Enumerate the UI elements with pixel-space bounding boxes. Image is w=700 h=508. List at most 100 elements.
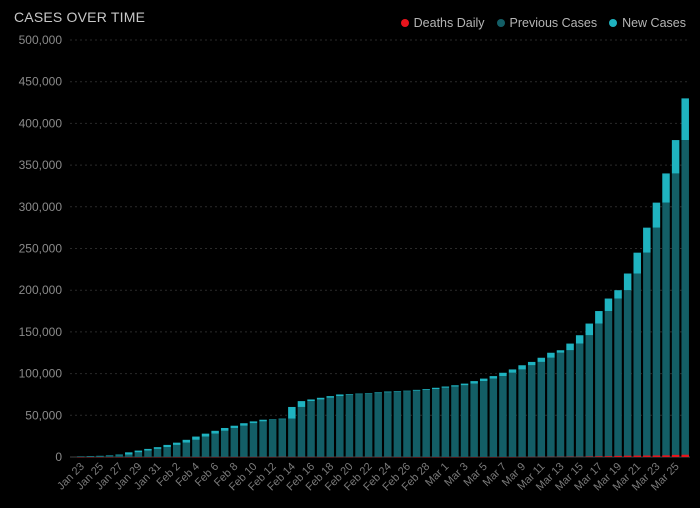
bar-previous-cases: [172, 444, 181, 457]
bar-new-cases: [153, 447, 162, 449]
bar-new-cases: [527, 361, 536, 366]
bar-new-cases: [230, 425, 239, 428]
bar-new-cases: [240, 423, 248, 426]
bar-previous-cases: [96, 456, 104, 457]
bar-previous-cases: [671, 173, 680, 457]
y-tick-label: 0: [55, 450, 62, 464]
bar-new-cases: [86, 456, 95, 457]
y-tick-label: 50,000: [25, 408, 62, 422]
bar-new-cases: [384, 391, 392, 393]
y-tick-label: 350,000: [19, 158, 63, 172]
bar-new-cases: [355, 393, 363, 395]
y-tick-label: 300,000: [19, 200, 63, 214]
legend-swatch-new: [609, 19, 618, 27]
bar-previous-cases: [384, 392, 392, 457]
bar-previous-cases: [595, 323, 603, 457]
bar-previous-cases: [614, 298, 622, 457]
bar-new-cases: [316, 397, 325, 400]
bar-deaths-daily: [604, 456, 613, 457]
bar-previous-cases: [268, 419, 277, 457]
bar-previous-cases: [355, 394, 363, 457]
bar-previous-cases: [307, 401, 315, 457]
bar-previous-cases: [374, 393, 382, 457]
bar-new-cases: [192, 436, 200, 440]
bar-previous-cases: [393, 391, 402, 457]
bar-previous-cases: [345, 394, 354, 457]
bar-new-cases: [643, 227, 651, 253]
bar-previous-cases: [220, 430, 229, 457]
bar-new-cases: [662, 173, 670, 203]
bar-deaths-daily: [681, 454, 689, 457]
bar-previous-cases: [336, 396, 344, 457]
bar-new-cases: [201, 433, 210, 437]
bar-previous-cases: [518, 369, 526, 457]
bar-previous-cases: [652, 227, 661, 457]
bar-previous-cases: [537, 361, 546, 457]
bar-new-cases: [585, 323, 594, 336]
bar-new-cases: [479, 378, 488, 382]
bar-previous-cases: [470, 383, 478, 457]
bar-new-cases: [470, 381, 478, 384]
bar-previous-cases: [230, 427, 239, 457]
bar-previous-cases: [412, 390, 421, 457]
bar-new-cases: [547, 352, 555, 358]
bar-previous-cases: [259, 421, 267, 457]
y-tick-label: 500,000: [19, 33, 63, 47]
bar-new-cases: [163, 444, 171, 448]
bar-new-cases: [508, 369, 517, 373]
bar-new-cases: [326, 396, 334, 398]
bar-new-cases: [345, 394, 354, 395]
legend-item-previous[interactable]: Previous Cases: [496, 16, 597, 30]
bar-previous-cases: [489, 378, 498, 457]
bar-new-cases: [393, 391, 402, 392]
bar-previous-cases: [527, 365, 536, 457]
bar-new-cases: [633, 252, 641, 274]
bar-previous-cases: [623, 290, 632, 457]
bar-new-cases: [681, 98, 689, 141]
bar-new-cases: [96, 455, 104, 457]
bar-deaths-daily: [643, 455, 651, 457]
bar-previous-cases: [125, 454, 133, 457]
bar-new-cases: [125, 452, 133, 455]
bar-previous-cases: [211, 433, 219, 457]
y-tick-label: 450,000: [19, 75, 63, 89]
y-tick-label: 200,000: [19, 283, 63, 297]
bar-previous-cases: [144, 450, 152, 457]
bar-previous-cases: [326, 397, 334, 457]
bar-new-cases: [115, 454, 123, 456]
bar-new-cases: [537, 357, 546, 362]
legend-label-deaths: Deaths Daily: [413, 16, 485, 30]
bar-previous-cases: [201, 436, 210, 457]
bar-new-cases: [441, 386, 450, 388]
bar-new-cases: [172, 442, 181, 445]
bar-new-cases: [614, 290, 622, 299]
bar-previous-cases: [633, 273, 641, 457]
bar-previous-cases: [192, 439, 200, 457]
bar-previous-cases: [422, 389, 430, 457]
bar-previous-cases: [316, 399, 325, 457]
bar-previous-cases: [662, 202, 670, 457]
bar-previous-cases: [547, 357, 555, 457]
bar-previous-cases: [240, 425, 248, 457]
bar-previous-cases: [105, 455, 114, 457]
legend-item-new[interactable]: New Cases: [609, 16, 686, 30]
bar-deaths-daily: [671, 454, 680, 457]
bar-new-cases: [259, 419, 267, 422]
bar-new-cases: [144, 448, 152, 451]
legend-item-deaths[interactable]: Deaths Daily: [400, 16, 485, 30]
bar-new-cases: [422, 389, 430, 390]
bar-previous-cases: [499, 376, 507, 457]
y-tick-label: 100,000: [19, 367, 63, 381]
bar-previous-cases: [278, 419, 287, 457]
bar-new-cases: [182, 439, 191, 443]
bar-deaths-daily: [662, 455, 670, 457]
bar-deaths-daily: [652, 455, 661, 457]
bar-new-cases: [374, 392, 382, 394]
legend-swatch-previous: [496, 19, 505, 27]
bar-previous-cases: [460, 385, 469, 457]
y-tick-label: 400,000: [19, 116, 63, 130]
bar-previous-cases: [566, 350, 574, 457]
bar-previous-cases: [585, 335, 594, 457]
